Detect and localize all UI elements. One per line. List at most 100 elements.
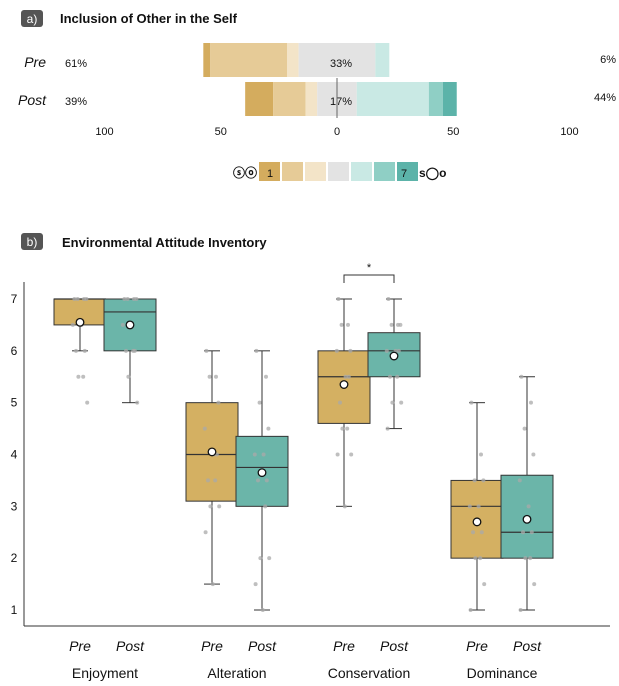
group-label-alteration: Alteration: [207, 665, 266, 681]
legend-low-label: 1: [267, 168, 273, 180]
mean-marker-dominance-post: [522, 514, 532, 524]
likert-x-tick: 100: [560, 126, 578, 138]
data-point-alteration-post: [257, 400, 262, 405]
data-point-alteration-pre: [214, 374, 218, 379]
data-point-dominance-post: [522, 426, 527, 431]
data-point-dominance-pre: [481, 478, 486, 483]
legend-swatch-6: [374, 162, 395, 181]
data-point-dominance-pre: [467, 504, 472, 509]
data-point-alteration-post: [267, 556, 272, 561]
data-point-dominance-pre: [479, 452, 483, 457]
data-point-conservation-post: [396, 348, 401, 353]
data-point-alteration-pre: [203, 530, 208, 535]
condition-label-pre: Pre: [333, 638, 355, 654]
data-point-conservation-post: [386, 297, 391, 301]
panel-b-tag: b): [27, 235, 38, 249]
mean-marker-dominance-pre: [472, 517, 482, 527]
legend-right-symbol: s◯o: [419, 166, 446, 181]
condition-label-pre: Pre: [69, 638, 91, 654]
data-point-alteration-post: [263, 504, 268, 509]
likert-segment-pre-4: [298, 43, 376, 77]
data-point-conservation-pre: [334, 348, 339, 353]
likert-chart: Pre 61% 33% 6% Post 39% 17% 44% 100 50 0 50 100: [18, 43, 616, 138]
legend-swatch-1: [259, 162, 280, 181]
data-point-enjoyment-post: [126, 374, 131, 379]
data-point-dominance-post: [519, 374, 524, 379]
likert-x-tick: 100: [95, 126, 113, 138]
data-point-conservation-pre: [340, 426, 345, 431]
data-point-dominance-post: [529, 530, 534, 535]
data-point-alteration-post: [253, 582, 258, 587]
data-point-conservation-pre: [349, 452, 354, 457]
data-point-conservation-pre: [348, 348, 353, 353]
significance-star: *: [367, 262, 372, 274]
data-point-enjoyment-post: [125, 297, 130, 301]
data-point-conservation-post: [384, 348, 389, 353]
data-point-dominance-post: [531, 452, 536, 457]
data-point-conservation-pre: [343, 374, 348, 379]
likert-segment-pre-2: [210, 43, 288, 77]
likert-center-pct: 33%: [330, 58, 352, 70]
legend-swatch-4: [328, 162, 349, 181]
y-tick-label: 2: [11, 551, 18, 565]
mean-marker-enjoyment-pre: [75, 317, 85, 327]
data-point-alteration-pre: [207, 374, 212, 379]
data-point-alteration-pre: [216, 400, 221, 405]
likert-segment-post-2: [273, 82, 306, 116]
likert-row-label: Post: [18, 92, 47, 108]
condition-label-pre: Pre: [201, 638, 223, 654]
data-point-conservation-post: [395, 374, 400, 379]
data-point-conservation-pre: [339, 322, 344, 327]
data-point-enjoyment-pre: [74, 348, 78, 353]
data-point-alteration-post: [256, 478, 260, 483]
likert-segment-pre-3: [287, 43, 299, 77]
legend-left-symbol: ⓢⓞ: [233, 165, 257, 180]
data-point-dominance-post: [529, 400, 533, 405]
mean-marker-conservation-post: [389, 351, 399, 361]
panel-b-title: Environmental Attitude Inventory: [62, 235, 267, 250]
panel-a-title: Inclusion of Other in the Self: [60, 11, 238, 26]
data-point-alteration-post: [252, 452, 257, 457]
likert-row-label: Pre: [24, 54, 46, 70]
data-point-alteration-post: [264, 374, 268, 379]
group-label-enjoyment: Enjoyment: [72, 665, 138, 681]
legend-swatch-5: [351, 162, 372, 181]
mean-marker-alteration-pre: [207, 447, 217, 457]
data-point-enjoyment-pre: [81, 374, 86, 379]
likert-center-pct: 17%: [330, 96, 352, 108]
data-point-dominance-pre: [471, 530, 475, 535]
data-point-enjoyment-post: [131, 348, 136, 353]
data-point-conservation-pre: [345, 426, 350, 431]
panel-a-tag: a): [27, 12, 38, 26]
likert-segment-post-5: [356, 82, 429, 116]
data-point-enjoyment-pre: [82, 348, 87, 353]
data-point-alteration-pre: [217, 504, 222, 509]
data-point-conservation-pre: [346, 374, 351, 379]
data-point-dominance-post: [532, 582, 537, 587]
data-point-dominance-pre: [468, 608, 473, 612]
likert-segment-pre-1: [203, 43, 211, 77]
data-point-dominance-post: [528, 556, 533, 561]
data-point-alteration-post: [258, 556, 263, 561]
data-point-dominance-post: [517, 478, 522, 483]
condition-label-post: Post: [248, 638, 277, 654]
data-point-alteration-post: [264, 478, 269, 483]
mean-marker-enjoyment-post: [125, 320, 135, 330]
legend-swatch-2: [282, 162, 303, 181]
legend-swatch-7: [397, 162, 418, 181]
data-point-conservation-pre: [336, 297, 341, 301]
data-point-dominance-pre: [476, 504, 481, 509]
legend-high-label: 7: [401, 168, 407, 180]
mean-marker-alteration-post: [257, 468, 267, 478]
condition-label-post: Post: [513, 638, 542, 654]
y-tick-label: 5: [11, 396, 18, 410]
y-tick-label: 4: [11, 448, 18, 462]
data-point-dominance-post: [526, 504, 531, 509]
y-tick-label: 7: [11, 292, 18, 306]
y-tick-label: 6: [11, 344, 18, 358]
data-point-conservation-post: [399, 400, 404, 405]
likert-x-tick: 0: [334, 126, 340, 138]
likert-segment-post-1: [245, 82, 274, 116]
data-point-enjoyment-pre: [85, 400, 90, 405]
